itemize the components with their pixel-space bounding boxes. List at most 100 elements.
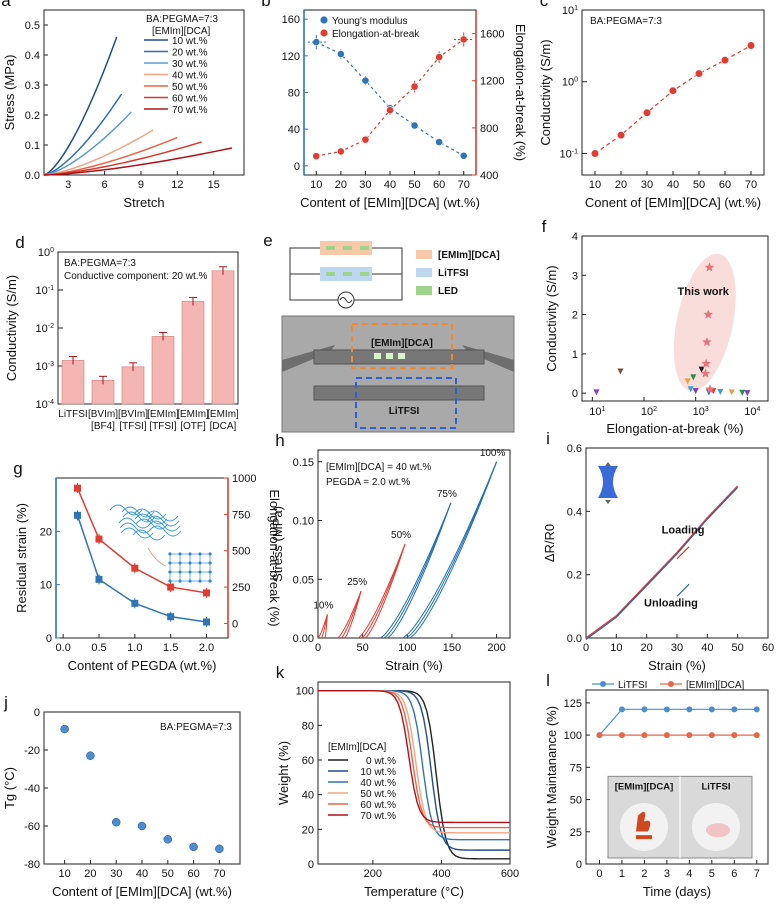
cycle-curve xyxy=(402,461,498,639)
literature-point xyxy=(687,386,694,393)
data-point xyxy=(435,53,444,62)
x-axis-label: Temperature (°C) xyxy=(364,884,464,899)
legend-entry: 20 wt.% xyxy=(172,48,208,59)
x-tick-label: 4 xyxy=(686,868,692,880)
x-axis-label: Strain (%) xyxy=(385,658,443,673)
annotation: BA:PEGMA=7:3 xyxy=(146,14,218,25)
literature-point xyxy=(728,389,735,396)
data-point xyxy=(163,835,173,844)
tga-curve xyxy=(318,689,510,824)
cycle-curve xyxy=(387,502,452,639)
y2-tick-label: 250 xyxy=(232,582,250,594)
series-line xyxy=(43,141,202,176)
y-tick-label: 0.0 xyxy=(25,170,40,182)
y-tick-label: 20 xyxy=(40,526,52,538)
x-tick-label: 1 xyxy=(619,868,625,880)
cycle-curve xyxy=(344,590,362,639)
led-mark xyxy=(360,272,369,276)
data-point xyxy=(720,56,730,65)
cycle-curve xyxy=(321,614,328,639)
series-line xyxy=(599,708,757,736)
x-tick-label: 70 xyxy=(213,868,225,880)
x-axis-label: Content of PEGDA (wt.%) xyxy=(68,658,217,673)
panel-f: f 101 102 103 104 0 1 2 3 4 Elongation-at-break (%… xyxy=(542,217,769,436)
x-tick-label: 10 xyxy=(310,179,322,191)
x-tick-label: 20 xyxy=(84,868,96,880)
data-point xyxy=(616,131,626,140)
panel-letter: e xyxy=(263,231,272,250)
network-illustration xyxy=(122,511,156,523)
data-point xyxy=(708,732,715,739)
panel-j: j 10 20 30 40 50 60 70 -80 -60 -40 -20 0 Content of [… xyxy=(2,693,241,899)
data-point xyxy=(167,613,175,621)
data-point xyxy=(731,732,738,739)
y-tick-label: 10-2 xyxy=(36,323,55,335)
y-tick-label: 0 xyxy=(294,161,300,173)
literature-point xyxy=(593,389,600,396)
x-tick-label: 40 xyxy=(667,179,679,191)
legend-entry: Elongation-at-break xyxy=(332,29,420,40)
x-tick-label: 1.0 xyxy=(127,642,142,654)
led-mark xyxy=(360,246,369,250)
x-axis-label: Conent of [EMIm][DCA] (wt.%) xyxy=(585,195,761,210)
highlight-box-top xyxy=(351,323,453,369)
literature-point xyxy=(717,388,724,395)
y2-tick-label: 400 xyxy=(480,170,498,182)
flame-logo-icon xyxy=(636,811,651,832)
y-tick-label: 75 xyxy=(570,762,582,774)
photo-label: [EMIm][DCA] xyxy=(615,781,674,792)
x-tick-label: 150 xyxy=(443,642,461,654)
x-tick-label: 10 xyxy=(610,642,622,654)
data-point xyxy=(95,535,103,543)
y-tick-label: 10 xyxy=(40,580,52,592)
category-label: [EMIm] xyxy=(207,409,239,420)
cycle-curve xyxy=(406,461,498,639)
panel-a: a 3 6 9 12 15 0.0 0.1 0.2 0.3 0.4 0.5 Stretch Stress … xyxy=(1,0,245,210)
literature-point xyxy=(692,388,699,395)
x-tick-label: 600 xyxy=(501,868,519,880)
y-tick-label: 20 xyxy=(302,824,314,836)
y-tick-label: 0.2 xyxy=(567,570,582,582)
loop-label: 50% xyxy=(391,530,411,541)
panel-h: h 0 50 100 150 200 0.00 0.05 0.10 0.15 Strain (%) S… xyxy=(270,431,511,673)
network-illustration xyxy=(145,510,179,522)
data-point xyxy=(336,50,345,58)
data-point xyxy=(596,732,603,739)
y-axis-label: Tg (°C) xyxy=(2,767,17,809)
y-tick-label: 40 xyxy=(302,790,314,802)
panel-letter: a xyxy=(1,0,11,10)
legend-entry: 0 wt.% xyxy=(366,756,396,767)
this-work-point xyxy=(700,368,711,378)
x-tick-label: 103 xyxy=(693,406,709,418)
x-tick-label: 3 xyxy=(65,179,71,191)
x-tick-label: 0.0 xyxy=(56,642,71,654)
y-tick-label: 10-1 xyxy=(560,148,579,160)
data-point xyxy=(137,821,147,831)
annotation: BA:PEGMA=7:3 xyxy=(64,258,136,269)
data-point xyxy=(131,599,139,607)
panel-letter: k xyxy=(276,663,285,682)
x-tick-label: 3 xyxy=(664,868,670,880)
loop-label: 10% xyxy=(313,601,333,612)
tga-curve xyxy=(318,689,510,841)
annotation: BA:PEGMA=7:3 xyxy=(160,722,232,733)
logo-bar xyxy=(636,835,652,840)
x-tick-label: 50 xyxy=(732,642,744,654)
x-tick-label: 30 xyxy=(359,179,371,191)
series-line xyxy=(43,147,233,176)
data-point xyxy=(111,817,121,827)
y-tick-label: 101 xyxy=(562,5,578,17)
data-point xyxy=(215,844,224,854)
y2-tick-label: 800 xyxy=(480,123,498,135)
network-illustration xyxy=(119,522,153,534)
data-point xyxy=(753,732,760,739)
plot-frame xyxy=(585,689,769,865)
y-axis-label: Stress (MPa) xyxy=(270,506,285,582)
legend-entry: Young's modulus xyxy=(332,16,407,27)
x-tick-label: 50 xyxy=(408,179,420,191)
network-illustration xyxy=(133,508,167,520)
legend-entry: LED xyxy=(438,286,458,297)
category-label: [EMIm] xyxy=(177,409,209,420)
y-tick-label: 0.15 xyxy=(293,457,314,469)
y-tick-label: 2 xyxy=(572,310,578,322)
